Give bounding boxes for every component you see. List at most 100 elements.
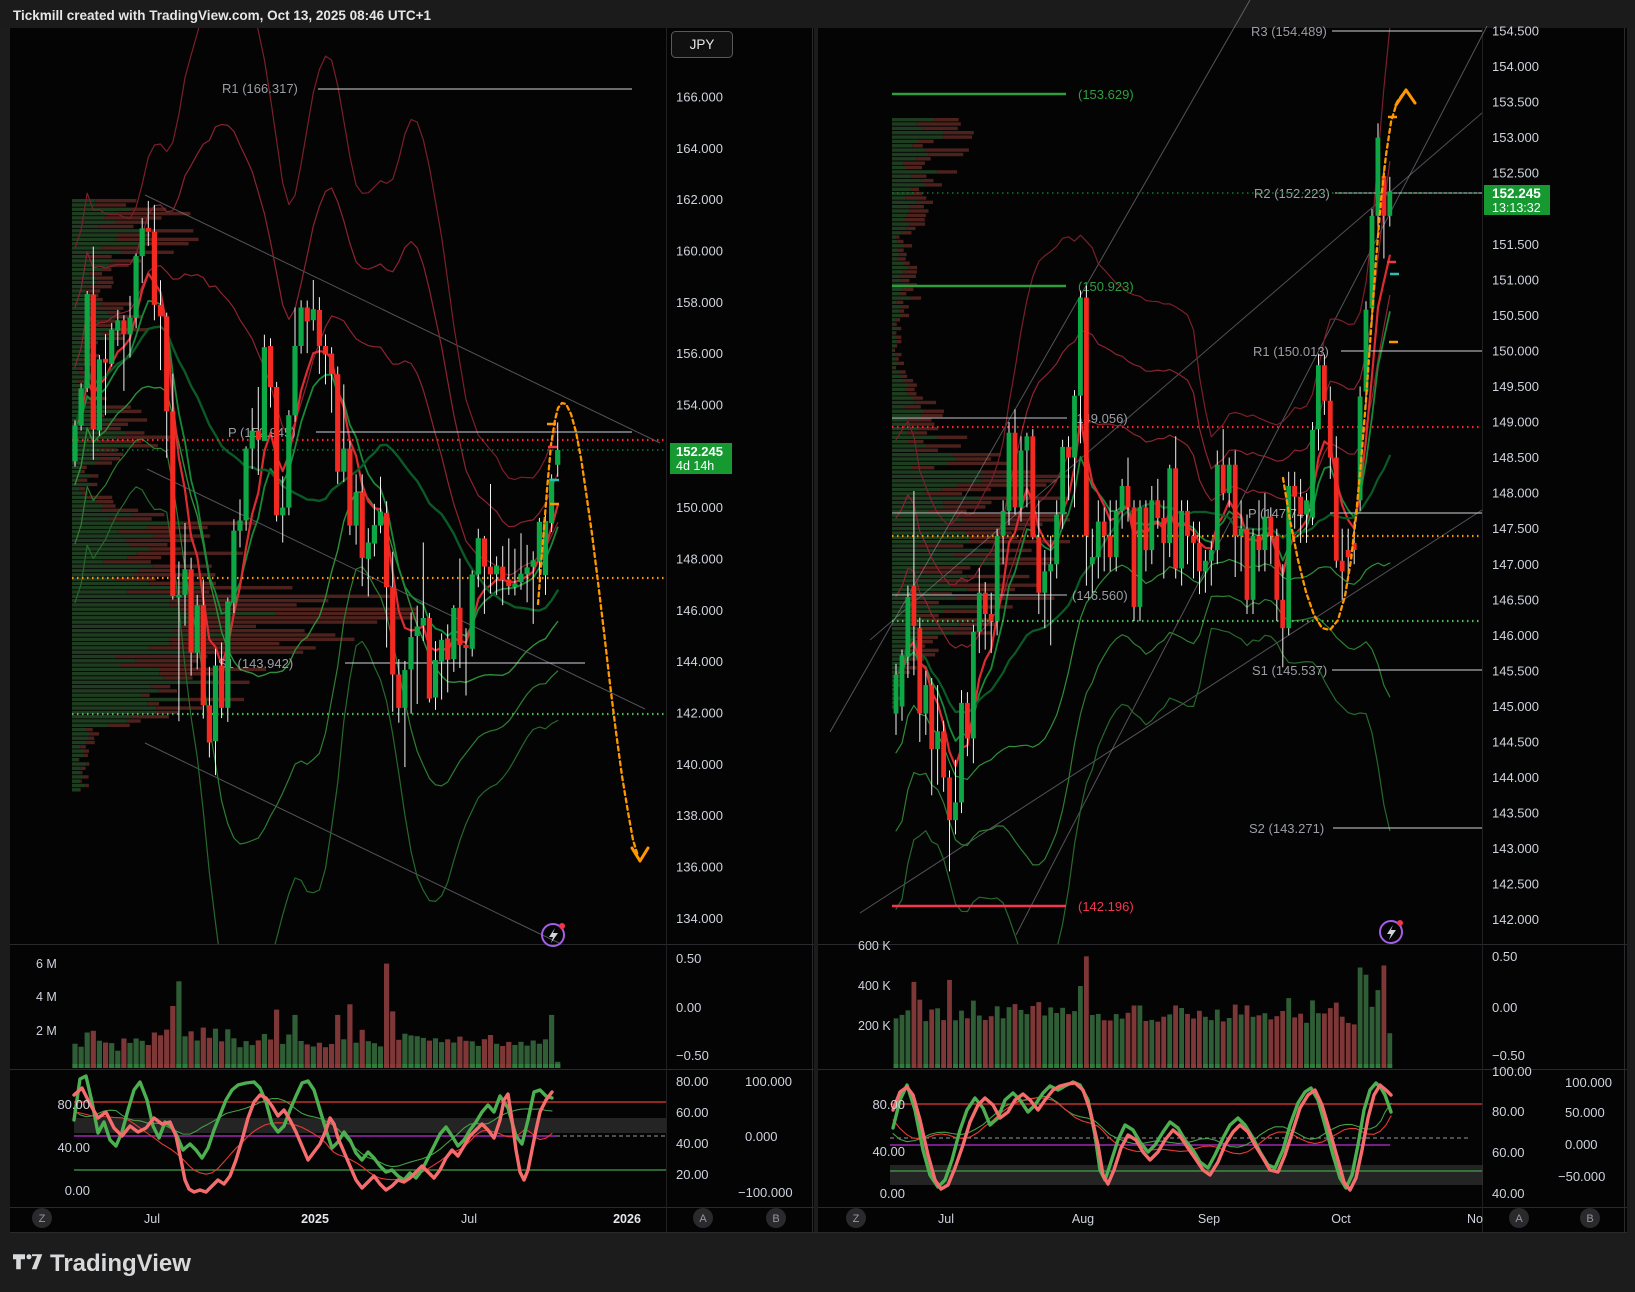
- svg-text:13:13:32: 13:13:32: [1492, 201, 1541, 215]
- svg-text:R2 (152.223): R2 (152.223): [1254, 186, 1330, 201]
- svg-text:144.000: 144.000: [676, 654, 723, 669]
- svg-text:164.000: 164.000: [676, 141, 723, 156]
- svg-text:6 M: 6 M: [36, 957, 57, 971]
- svg-text:160.000: 160.000: [676, 244, 723, 259]
- svg-text:50.000: 50.000: [1565, 1105, 1605, 1120]
- svg-text:144.500: 144.500: [1492, 735, 1539, 750]
- svg-text:145.500: 145.500: [1492, 663, 1539, 678]
- svg-text:80.00: 80.00: [57, 1097, 90, 1112]
- svg-text:80.00: 80.00: [676, 1074, 709, 1089]
- svg-text:153.000: 153.000: [1492, 130, 1539, 145]
- svg-text:151.500: 151.500: [1492, 237, 1539, 252]
- svg-text:0.50: 0.50: [1492, 949, 1517, 964]
- svg-text:0.00: 0.00: [880, 1186, 905, 1201]
- svg-text:158.000: 158.000: [676, 295, 723, 310]
- svg-text:153.500: 153.500: [1492, 95, 1539, 110]
- svg-text:Sep: Sep: [1198, 1212, 1220, 1226]
- svg-text:Z: Z: [39, 1213, 46, 1225]
- svg-text:−100.000: −100.000: [738, 1185, 793, 1200]
- svg-text:200 K: 200 K: [858, 1019, 891, 1033]
- svg-text:2 M: 2 M: [36, 1024, 57, 1038]
- svg-text:2025: 2025: [301, 1212, 329, 1226]
- svg-text:40.00: 40.00: [57, 1140, 90, 1155]
- svg-text:S1 (143.942): S1 (143.942): [218, 656, 293, 671]
- svg-text:Z: Z: [853, 1213, 860, 1225]
- svg-text:4d 14h: 4d 14h: [676, 459, 714, 473]
- svg-text:20.00: 20.00: [676, 1167, 709, 1182]
- svg-text:S1 (145.537): S1 (145.537): [1252, 663, 1327, 678]
- svg-text:A: A: [1515, 1213, 1523, 1225]
- svg-text:(153.629): (153.629): [1078, 87, 1134, 102]
- svg-text:0.00: 0.00: [1492, 1000, 1517, 1015]
- svg-text:147.000: 147.000: [1492, 557, 1539, 572]
- svg-text:No: No: [1467, 1212, 1483, 1226]
- svg-text:149.000: 149.000: [1492, 415, 1539, 430]
- svg-text:152.500: 152.500: [1492, 166, 1539, 181]
- svg-text:60.00: 60.00: [1492, 1145, 1525, 1160]
- svg-text:0.50: 0.50: [676, 951, 701, 966]
- svg-text:146.000: 146.000: [676, 603, 723, 618]
- svg-text:147.500: 147.500: [1492, 521, 1539, 536]
- svg-text:154.000: 154.000: [676, 398, 723, 413]
- svg-text:−0.50: −0.50: [1492, 1048, 1525, 1063]
- svg-text:Jul: Jul: [938, 1212, 954, 1226]
- svg-text:40.00: 40.00: [676, 1136, 709, 1151]
- svg-text:0.000: 0.000: [1565, 1137, 1598, 1152]
- svg-text:143.000: 143.000: [1492, 841, 1539, 856]
- svg-text:143.500: 143.500: [1492, 806, 1539, 821]
- svg-text:40.00: 40.00: [1492, 1186, 1525, 1201]
- svg-text:146.500: 146.500: [1492, 592, 1539, 607]
- svg-text:R3 (154.489): R3 (154.489): [1251, 24, 1327, 39]
- svg-text:100.000: 100.000: [745, 1074, 792, 1089]
- svg-text:152.245: 152.245: [1492, 186, 1541, 201]
- svg-text:150.500: 150.500: [1492, 308, 1539, 323]
- svg-text:400 K: 400 K: [858, 979, 891, 993]
- svg-text:154.500: 154.500: [1492, 24, 1539, 39]
- svg-text:(146.560): (146.560): [1072, 588, 1128, 603]
- svg-text:0.000: 0.000: [745, 1129, 778, 1144]
- svg-text:144.000: 144.000: [1492, 770, 1539, 785]
- svg-text:40.00: 40.00: [872, 1144, 905, 1159]
- svg-text:142.000: 142.000: [1492, 912, 1539, 927]
- svg-text:150.000: 150.000: [676, 500, 723, 515]
- svg-text:Tickmill created with TradingV: Tickmill created with TradingView.com, O…: [13, 8, 432, 23]
- svg-text:4 M: 4 M: [36, 990, 57, 1004]
- svg-text:−50.000: −50.000: [1558, 1169, 1605, 1184]
- svg-text:136.000: 136.000: [676, 859, 723, 874]
- svg-text:2026: 2026: [613, 1212, 641, 1226]
- svg-text:150.000: 150.000: [1492, 343, 1539, 358]
- svg-text:138.000: 138.000: [676, 808, 723, 823]
- svg-text:Oct: Oct: [1331, 1212, 1351, 1226]
- svg-text:JPY: JPY: [690, 37, 715, 52]
- svg-text:TradingView: TradingView: [50, 1250, 191, 1277]
- svg-text:80.00: 80.00: [872, 1097, 905, 1112]
- svg-text:(142.196): (142.196): [1078, 899, 1134, 914]
- svg-text:148.000: 148.000: [676, 552, 723, 567]
- svg-text:Jul: Jul: [461, 1212, 477, 1226]
- svg-text:142.500: 142.500: [1492, 877, 1539, 892]
- svg-text:152.245: 152.245: [676, 444, 723, 459]
- svg-text:60.00: 60.00: [676, 1105, 709, 1120]
- svg-text:151.000: 151.000: [1492, 272, 1539, 287]
- svg-text:(150.923): (150.923): [1078, 279, 1134, 294]
- svg-text:0.00: 0.00: [65, 1183, 90, 1198]
- svg-text:B: B: [772, 1213, 779, 1225]
- svg-text:0.00: 0.00: [676, 1000, 701, 1015]
- svg-text:166.000: 166.000: [676, 90, 723, 105]
- svg-text:100.00: 100.00: [1492, 1064, 1532, 1079]
- svg-text:154.000: 154.000: [1492, 59, 1539, 74]
- svg-text:Aug: Aug: [1072, 1212, 1094, 1226]
- svg-text:149.500: 149.500: [1492, 379, 1539, 394]
- svg-text:156.000: 156.000: [676, 346, 723, 361]
- svg-text:R1 (166.317): R1 (166.317): [222, 81, 298, 96]
- svg-text:S2 (143.271): S2 (143.271): [1249, 821, 1324, 836]
- svg-text:100.000: 100.000: [1565, 1075, 1612, 1090]
- svg-text:R1 (150.013): R1 (150.013): [1253, 344, 1329, 359]
- svg-text:600 K: 600 K: [858, 939, 891, 953]
- svg-text:148.500: 148.500: [1492, 450, 1539, 465]
- svg-text:142.000: 142.000: [676, 706, 723, 721]
- svg-text:B: B: [1586, 1213, 1593, 1225]
- svg-text:−0.50: −0.50: [676, 1048, 709, 1063]
- svg-text:A: A: [699, 1213, 707, 1225]
- svg-text:145.000: 145.000: [1492, 699, 1539, 714]
